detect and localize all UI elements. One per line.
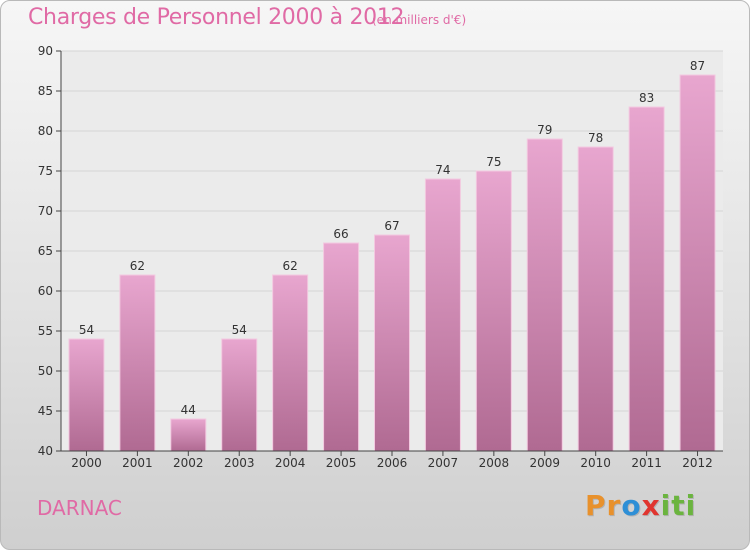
bar xyxy=(323,242,360,452)
y-tick-label: 40 xyxy=(38,444,53,458)
x-tick-label: 2011 xyxy=(631,456,662,470)
x-tick-label: 2003 xyxy=(224,456,255,470)
bar xyxy=(119,274,156,452)
proxiti-logo: Proxiti xyxy=(585,489,696,522)
bar xyxy=(628,106,665,452)
y-tick-label: 85 xyxy=(38,84,53,98)
bar xyxy=(374,234,410,452)
bar xyxy=(526,138,563,452)
x-tick-label: 2000 xyxy=(71,456,102,470)
data-label: 87 xyxy=(690,59,705,73)
x-tick-label: 2006 xyxy=(377,456,408,470)
x-tick-label: 2004 xyxy=(275,456,306,470)
bar xyxy=(679,74,716,452)
data-label: 67 xyxy=(384,219,399,233)
x-tick-label: 2009 xyxy=(529,456,560,470)
data-label: 78 xyxy=(588,131,603,145)
chart-subtitle: (en milliers d'€) xyxy=(372,13,467,27)
y-tick-label: 65 xyxy=(38,244,53,258)
brand-part: o xyxy=(621,489,642,522)
data-label: 83 xyxy=(639,91,654,105)
data-label: 54 xyxy=(79,323,94,337)
brand-part: iti xyxy=(660,489,697,522)
data-label: 54 xyxy=(232,323,247,337)
x-tick-label: 2001 xyxy=(122,456,153,470)
x-tick-label: 2012 xyxy=(682,456,713,470)
y-tick-label: 60 xyxy=(38,284,53,298)
bar xyxy=(475,170,512,452)
bar xyxy=(424,178,461,452)
y-tick-label: 55 xyxy=(38,324,53,338)
data-label: 66 xyxy=(333,227,348,241)
bar xyxy=(221,338,258,452)
x-tick-label: 2005 xyxy=(326,456,357,470)
x-tick-label: 2008 xyxy=(479,456,510,470)
data-label: 44 xyxy=(181,403,196,417)
brand-part: x xyxy=(641,489,661,522)
y-tick-label: 80 xyxy=(38,124,53,138)
bar xyxy=(170,418,207,452)
brand-part: Pr xyxy=(585,489,622,522)
y-tick-label: 45 xyxy=(38,404,53,418)
y-tick-label: 90 xyxy=(38,44,53,58)
data-label: 62 xyxy=(283,259,298,273)
x-tick-label: 2002 xyxy=(173,456,204,470)
y-tick-label: 75 xyxy=(38,164,53,178)
bar xyxy=(272,274,309,452)
commune-name: DARNAC xyxy=(37,496,122,520)
chart-title: Charges de Personnel 2000 à 2012 xyxy=(28,5,405,30)
data-label: 75 xyxy=(486,155,501,169)
x-tick-label: 2007 xyxy=(428,456,459,470)
bar xyxy=(577,146,614,452)
data-label: 79 xyxy=(537,123,552,137)
data-label: 62 xyxy=(130,259,145,273)
y-tick-label: 50 xyxy=(38,364,53,378)
data-label: 74 xyxy=(435,163,450,177)
x-tick-label: 2010 xyxy=(580,456,611,470)
y-tick-label: 70 xyxy=(38,204,53,218)
bar xyxy=(68,338,105,452)
